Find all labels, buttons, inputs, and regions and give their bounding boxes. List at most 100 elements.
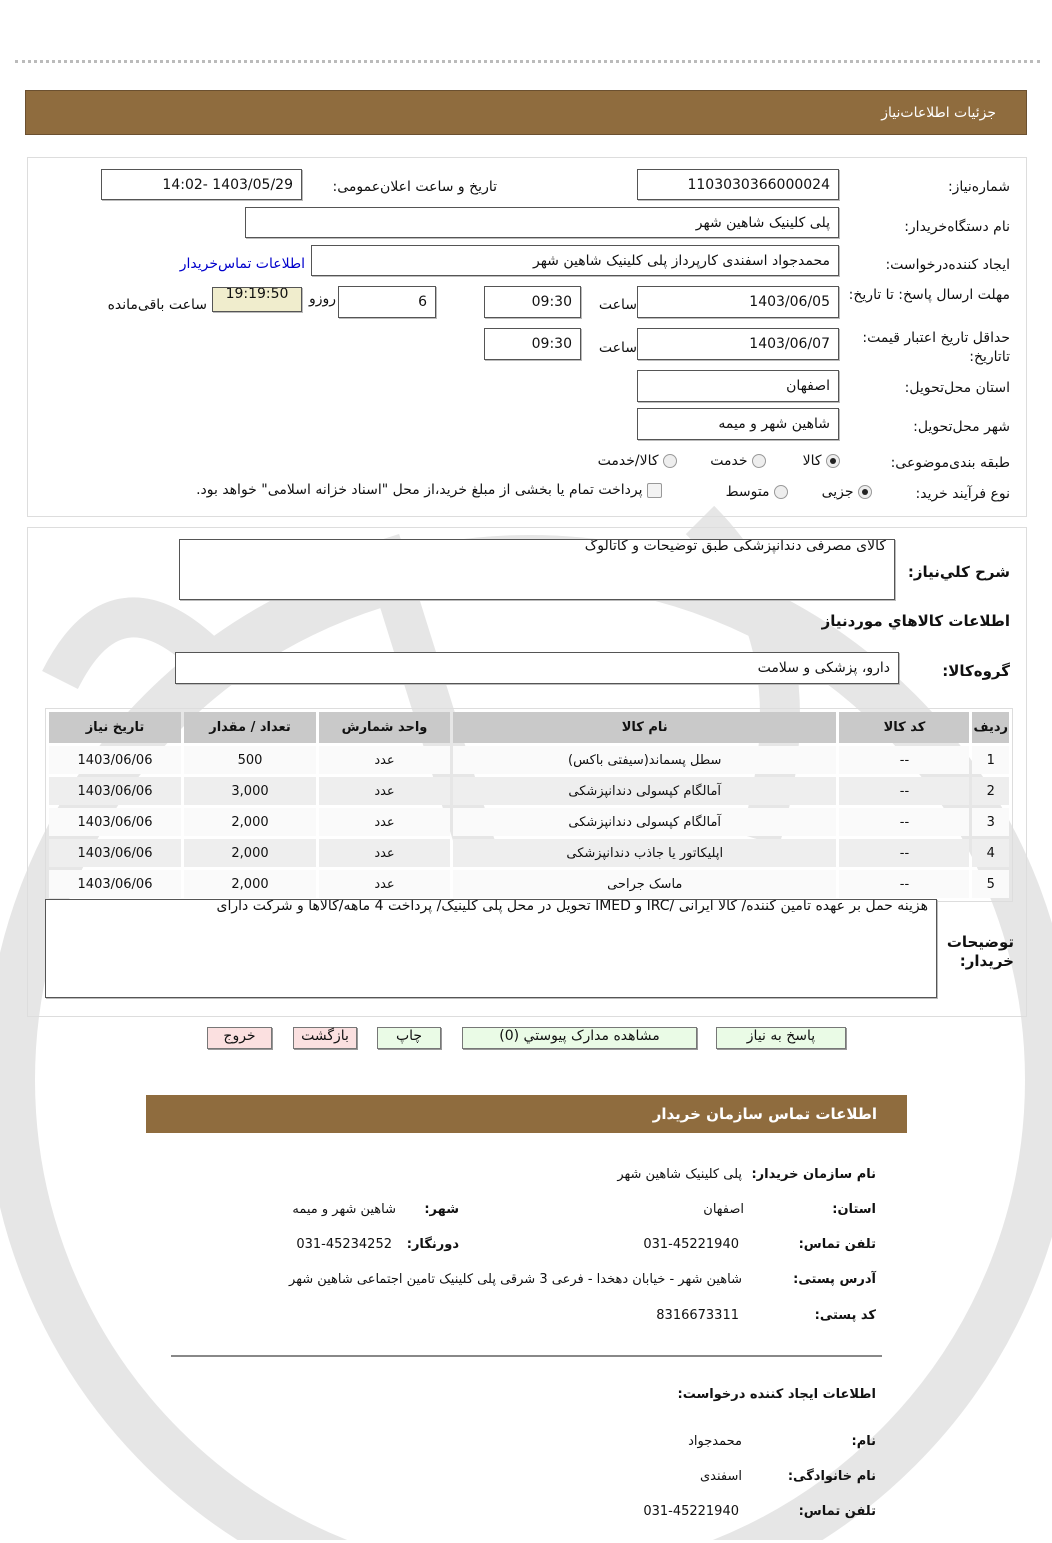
cell-date: 1403/06/06 [49,808,181,836]
table-row: 2 -- آمالگام کپسولی دندانپزشکی عدد 3,000 1403… [49,777,1009,805]
cell-code: -- [839,746,970,774]
radio-icon[interactable] [826,454,840,468]
treasury-payment-option[interactable]: پرداخت تمام یا بخشی از مبلغ خرید،از محل … [196,482,662,498]
address-label: آدرس پستی: [793,1272,876,1287]
cell-code: -- [839,839,970,867]
cell-date: 1403/06/06 [49,746,181,774]
reply-button[interactable]: پاسخ به نیاز [716,1027,846,1049]
col-code: کد کالا [839,712,970,743]
buyer-contact-link[interactable]: اطلاعات تماس‌خریدار [179,256,305,272]
cell-code: -- [839,808,970,836]
family-value: اسفندی [699,1469,742,1484]
col-name: نام کالا [453,712,837,743]
phone-value: 031-45221940 [643,1237,739,1252]
col-qty: تعداد / مقدار [184,712,316,743]
radio-icon[interactable] [774,485,788,499]
cell-row: 4 [972,839,1009,867]
cell-name: اپلیکاتور یا جاذب دندانپزشکی [453,839,837,867]
notes-label: توضیحات خریدار: [946,933,1014,970]
table-row: 1 -- سطل پسماند(سیفتی باکس) عدد 500 1403/06/0… [49,746,1009,774]
validity-label: حداقل تاریخ اعتبار قیمت: تاتاریخ: [862,330,1010,365]
creator-phone-value: 031-45221940 [643,1504,739,1519]
section-divider [171,1355,882,1357]
print-button[interactable]: چاپ [377,1027,441,1049]
cell-name: ماسک جراحی [453,870,837,898]
city-label: شهر محل‌تحویل: [913,419,1010,435]
category-label: طبقه بندی‌موضوعی: [890,455,1010,471]
deadline-time-field: 09:30 [484,286,581,318]
goods-table-wrapper: ردیف کد کالا نام کالا واحد شمارش تعداد /… [45,708,1013,902]
cell-row: 5 [972,870,1009,898]
family-label: نام خانوادگی: [787,1469,876,1484]
validity-time-label: ساعت [598,340,637,356]
cell-unit: عدد [319,777,450,805]
goods-panel [27,527,1027,1017]
creator-phone-label: تلفن تماس: [798,1504,876,1519]
cell-unit: عدد [319,808,450,836]
cell-qty: 3,000 [184,777,316,805]
cell-name: آمالگام کپسولی دندانپزشکی [453,777,837,805]
col-unit: واحد شمارش [319,712,450,743]
contact-title: اطلاعات تماس سازمان خریدار [652,1105,877,1123]
cell-unit: عدد [319,746,450,774]
cell-row: 1 [972,746,1009,774]
days-field: 6 [338,286,436,318]
col-row: ردیف [972,712,1009,743]
creator-field: محمدجواد اسفندی کارپرداز پلی کلینیک شاهی… [311,245,839,276]
city-field: شاهین شهر و میمه [637,408,839,440]
remaining-label: ساعت باقی‌مانده [107,297,207,313]
buyer-label: نام دستگاه‌خریدار: [904,219,1010,235]
cell-unit: عدد [319,870,450,898]
table-row: 5 -- ماسک جراحی عدد 2,000 1403/06/06 [49,870,1009,898]
category-option-both[interactable]: کالا/خدمت [598,453,677,469]
address-value: شاهین شهر - خیابان دهخدا - فرعی 3 شرقی پ… [289,1272,742,1287]
announce-label: تاریخ و ساعت اعلان‌عمومی: [332,179,497,195]
city-info-label: شهر: [424,1202,459,1217]
province-label: استان محل‌تحویل: [904,380,1010,396]
attachments-button[interactable]: مشاهده مدارک پیوستي (0) [462,1027,697,1049]
summary-field: کالای مصرفی دندانپزشکی طبق توضیحات و کات… [179,539,895,600]
org-value: پلی کلینیک شاهین شهر [617,1167,742,1182]
cell-date: 1403/06/06 [49,839,181,867]
deadline-date-field: 1403/06/05 [637,286,839,318]
cell-date: 1403/06/06 [49,777,181,805]
name-label: نام: [851,1434,877,1449]
fax-value: 031-45234252 [296,1237,392,1252]
exit-button[interactable]: خروج [207,1027,272,1049]
cell-code: -- [839,870,970,898]
cell-date: 1403/06/06 [49,870,181,898]
cell-name: آمالگام کپسولی دندانپزشکی [453,808,837,836]
table-header-row: ردیف کد کالا نام کالا واحد شمارش تعداد /… [49,712,1009,743]
need-info-panel [27,157,1027,517]
creator-info-title: اطلاعات ایجاد کننده درخواست: [677,1387,876,1402]
validity-time-field: 09:30 [484,328,581,360]
group-field: دارو، پزشکی و سلامت [175,652,899,684]
details-title: جزئیات اطلاعات‌نیاز [881,104,996,121]
table-row: 3 -- آمالگام کپسولی دندانپزشکی عدد 2,000 1403… [49,808,1009,836]
buyer-field: پلی کلینیک شاهین شهر [245,207,839,238]
radio-icon[interactable] [752,454,766,468]
checkbox-icon[interactable] [647,482,662,498]
cell-unit: عدد [319,839,450,867]
details-header: جزئیات اطلاعات‌نیاز [25,90,1027,135]
back-button[interactable]: بازگشت [293,1027,357,1049]
days-label: روزو [308,291,336,307]
summary-label: شرح کلي‌نیاز: [907,563,1010,581]
deadline-time-label: ساعت [598,297,637,313]
cell-row: 2 [972,777,1009,805]
cell-qty: 500 [184,746,316,774]
radio-icon[interactable] [858,485,872,499]
org-label: نام سازمان خریدار: [751,1167,876,1182]
announce-field: 1403/05/29 -14:02 [101,169,302,200]
radio-icon[interactable] [663,454,677,468]
postal-label: کد پستی: [814,1308,876,1323]
remaining-timer: 19:19:50 [212,287,302,312]
cell-code: -- [839,777,970,805]
cell-qty: 2,000 [184,870,316,898]
province-field: اصفهان [637,370,839,402]
category-option-service[interactable]: خدمت [710,453,766,469]
process-option-minor[interactable]: جزیی [822,484,872,500]
process-option-medium[interactable]: متوسط [726,484,788,500]
category-option-goods[interactable]: کالا [803,453,840,469]
